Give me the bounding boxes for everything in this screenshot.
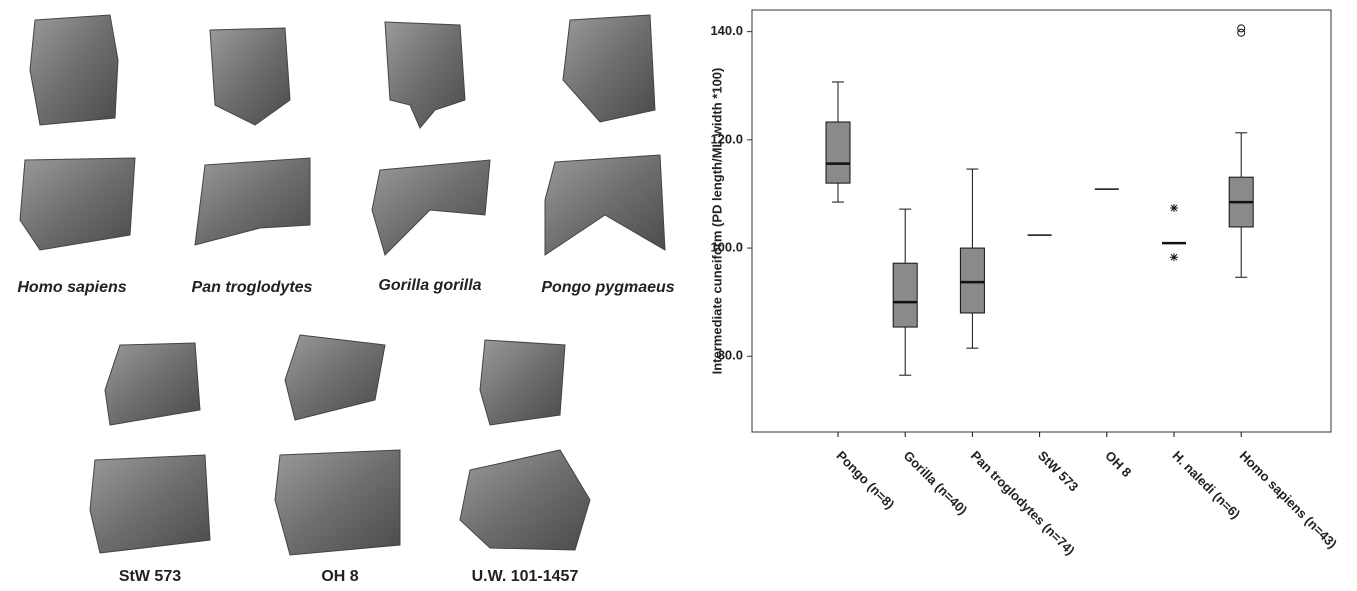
- x-tick-label: Homo sapiens (n=43): [1237, 448, 1340, 551]
- bone: [30, 15, 118, 125]
- specimen-label: StW 573: [119, 568, 181, 585]
- bone: [105, 343, 200, 425]
- species-label: Gorilla gorilla: [378, 277, 481, 294]
- bone: [460, 450, 590, 550]
- x-tick-label: Gorilla (n=40): [901, 448, 971, 518]
- x-tick-label: Pongo (n=8): [833, 448, 897, 512]
- y-tick-label: 140.0: [710, 23, 743, 38]
- bone: [285, 335, 385, 420]
- species-label: Homo sapiens: [17, 279, 126, 296]
- outlier-star: [1170, 204, 1178, 212]
- specimen-label: OH 8: [321, 568, 358, 585]
- box: [826, 122, 850, 183]
- x-tick-label: H. naledi (n=6): [1169, 448, 1243, 522]
- y-tick-label: 120.0: [710, 131, 743, 146]
- x-tick-label: StW 573: [1035, 448, 1081, 494]
- species-label: Pan troglodytes: [192, 279, 313, 296]
- bone: [195, 158, 310, 245]
- box-plot: 80.0 100.0 120.0 140.0 Pongo (n=8)Gorilla (n…: [710, 23, 1340, 558]
- y-axis-label: Intermediate cuneiform (PD length/ML wid…: [709, 68, 724, 375]
- species-label: Pongo pygmaeus: [541, 279, 674, 296]
- specimen-label: U.W. 101-1457: [472, 568, 579, 585]
- box: [960, 248, 984, 313]
- figure: Homo sapiens Pan troglodytes Gorilla gor…: [0, 0, 1357, 586]
- bone: [20, 158, 135, 250]
- bone: [210, 28, 290, 125]
- x-tick-label: OH 8: [1102, 448, 1134, 480]
- bone: [275, 450, 400, 555]
- bone: [385, 22, 465, 128]
- bone: [563, 15, 655, 122]
- outlier: [1238, 29, 1245, 36]
- outlier-star: [1170, 253, 1178, 261]
- bone: [372, 160, 490, 255]
- y-tick-label: 80.0: [718, 348, 743, 363]
- bone: [480, 340, 565, 425]
- y-tick-label: 100.0: [710, 239, 743, 254]
- bone: [90, 455, 210, 553]
- bone: [545, 155, 665, 255]
- box: [893, 263, 917, 327]
